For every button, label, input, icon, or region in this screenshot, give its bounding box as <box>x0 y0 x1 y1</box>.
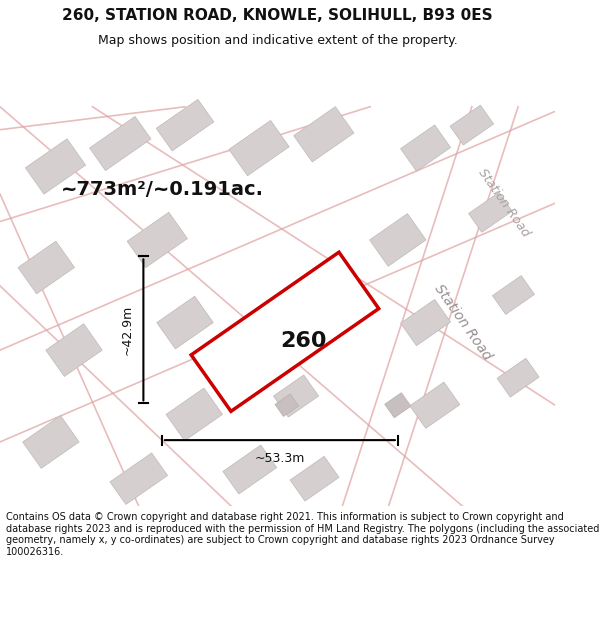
Polygon shape <box>157 296 213 349</box>
Polygon shape <box>401 299 451 346</box>
Polygon shape <box>110 453 167 504</box>
Polygon shape <box>25 139 86 194</box>
Polygon shape <box>450 105 494 145</box>
Text: Station Road: Station Road <box>476 167 532 239</box>
Text: ~773m²/~0.191ac.: ~773m²/~0.191ac. <box>61 180 263 199</box>
Polygon shape <box>293 107 354 162</box>
Polygon shape <box>275 394 299 416</box>
Polygon shape <box>127 213 187 268</box>
Polygon shape <box>89 116 151 171</box>
Polygon shape <box>274 375 319 417</box>
Text: 260: 260 <box>280 331 327 351</box>
Polygon shape <box>290 456 339 501</box>
Polygon shape <box>23 416 79 468</box>
Polygon shape <box>385 392 411 418</box>
Text: 260, STATION ROAD, KNOWLE, SOLIHULL, B93 0ES: 260, STATION ROAD, KNOWLE, SOLIHULL, B93… <box>62 8 493 23</box>
Polygon shape <box>225 346 275 392</box>
Polygon shape <box>223 445 277 494</box>
Polygon shape <box>46 324 102 376</box>
Polygon shape <box>166 388 223 441</box>
Polygon shape <box>370 214 426 266</box>
Polygon shape <box>229 121 289 176</box>
Polygon shape <box>156 99 214 151</box>
Text: Map shows position and indicative extent of the property.: Map shows position and indicative extent… <box>98 34 457 47</box>
Polygon shape <box>497 358 539 397</box>
Polygon shape <box>469 192 512 232</box>
Text: ~42.9m: ~42.9m <box>120 305 133 355</box>
Polygon shape <box>410 382 460 428</box>
Polygon shape <box>191 253 379 411</box>
Text: ~53.3m: ~53.3m <box>254 452 305 465</box>
Polygon shape <box>18 241 74 294</box>
Polygon shape <box>401 125 451 171</box>
Polygon shape <box>493 276 535 314</box>
Text: Contains OS data © Crown copyright and database right 2021. This information is : Contains OS data © Crown copyright and d… <box>5 512 599 557</box>
Text: Station Road: Station Road <box>431 282 494 363</box>
